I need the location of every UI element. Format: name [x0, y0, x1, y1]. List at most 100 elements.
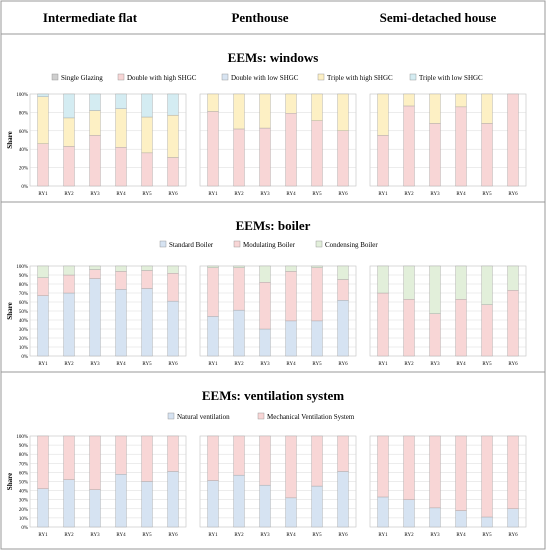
bar-segment-natural-ventilation-ry2: [63, 479, 75, 528]
bar-segment-mechanical-ventilation-system-ry2: [63, 435, 75, 480]
x-tick-label-ry5: RY5: [482, 192, 492, 197]
x-tick-label-ry2: RY2: [404, 362, 414, 367]
x-tick-label-ry6: RY6: [168, 362, 178, 367]
x-tick-label-ry4: RY4: [116, 362, 126, 367]
bar-segment-condensing-boiler-ry6: [507, 265, 519, 291]
bar-segment-modulating-boiler-ry4: [115, 271, 127, 290]
legend-swatch-natural-ventilation: [167, 412, 175, 420]
column-header-intermediate-flat: Intermediate flat: [43, 10, 138, 25]
chart-eems-boiler-intermediate-flat: 0% 10% 20% 30% 40% 50% 60% 70% 80% 90% 100% Share RY…: [6, 265, 187, 367]
y-tick-label: 20%: [19, 167, 28, 172]
bar-segment-mechanical-ventilation-system-ry2: [233, 435, 245, 476]
bar-segment-condensing-boiler-ry4: [285, 265, 297, 272]
bar-segment-condensing-boiler-ry5: [481, 265, 493, 305]
bar-segment-natural-ventilation-ry4: [285, 497, 297, 528]
y-tick-label: 10%: [19, 346, 28, 351]
bar-segment-mechanical-ventilation-system-ry2: [403, 435, 415, 500]
bar-segment-modulating-boiler-ry6: [167, 273, 179, 302]
bar-segment-condensing-boiler-ry2: [233, 265, 245, 268]
y-tick-label: 70%: [19, 462, 28, 467]
y-tick-label: 70%: [19, 292, 28, 297]
bar-segment-triple-with-high-shgc-ry6: [167, 114, 179, 158]
bar-segment-triple-with-high-shgc-ry2: [233, 93, 245, 130]
x-tick-label-ry3: RY3: [260, 192, 270, 197]
chart-eems-boiler-penthouse: RY1 RY2 RY3 RY4 RY5 RY6: [199, 265, 357, 367]
bar-segment-mechanical-ventilation-system-ry6: [337, 435, 349, 472]
bar-segment-triple-with-high-shgc-ry4: [285, 93, 297, 114]
x-tick-label-ry3: RY3: [260, 533, 270, 538]
plot-area: [29, 93, 187, 187]
x-tick-label-ry2: RY2: [404, 533, 414, 538]
bar-segment-double-with-high-shgc-ry4: [455, 106, 467, 187]
bar-segment-natural-ventilation-ry2: [403, 499, 415, 528]
bar-segment-double-with-high-shgc-ry6: [507, 93, 519, 187]
y-tick-label: 60%: [19, 130, 28, 135]
x-tick-label-ry3: RY3: [90, 192, 100, 197]
x-tick-label-ry1: RY1: [208, 192, 218, 197]
section-title-eems-ventilation-system: EEMs: ventilation system: [202, 388, 344, 403]
bar-segment-modulating-boiler-ry6: [337, 279, 349, 301]
bar-segment-natural-ventilation-ry5: [141, 481, 153, 528]
bar-segment-natural-ventilation-ry4: [115, 474, 127, 528]
bar-segment-double-with-high-shgc-ry5: [311, 120, 323, 187]
x-tick-label-ry1: RY1: [378, 533, 388, 538]
bar-segment-double-with-high-shgc-ry1: [37, 143, 49, 187]
x-tick-label-ry5: RY5: [312, 533, 322, 538]
y-tick-label: 0%: [21, 185, 28, 190]
x-tick-label-ry2: RY2: [64, 533, 74, 538]
bar-segment-modulating-boiler-ry6: [507, 290, 519, 357]
x-tick-label-ry2: RY2: [64, 192, 74, 197]
x-tick-label-ry4: RY4: [456, 362, 466, 367]
bar-segment-standard-boiler-ry1: [207, 316, 219, 357]
y-tick-label: 20%: [19, 337, 28, 342]
legend-label-natural-ventilation: Natural ventilation: [177, 413, 230, 421]
y-tick-label: 0%: [21, 526, 28, 531]
bar-segment-natural-ventilation-ry3: [259, 484, 271, 528]
bar-segment-condensing-boiler-ry6: [167, 265, 179, 274]
y-tick-label: 50%: [19, 481, 28, 486]
x-tick-label-ry5: RY5: [482, 362, 492, 367]
bar-segment-standard-boiler-ry1: [37, 295, 49, 357]
x-tick-label-ry6: RY6: [508, 533, 518, 538]
x-tick-label-ry2: RY2: [234, 533, 244, 538]
bar-segment-double-with-high-shgc-ry1: [377, 135, 389, 187]
x-tick-label-ry4: RY4: [286, 192, 296, 197]
y-tick-label: 80%: [19, 111, 28, 116]
column-header-semi-detached-house: Semi-detached house: [380, 10, 497, 25]
legend-swatch-standard-boiler: [159, 240, 167, 248]
bar-segment-triple-with-low-shgc-ry1: [37, 93, 49, 97]
bar-segment-triple-with-high-shgc-ry2: [403, 93, 415, 107]
x-tick-label-ry2: RY2: [64, 362, 74, 367]
bar-segment-natural-ventilation-ry1: [37, 488, 49, 528]
bar-segment-modulating-boiler-ry3: [259, 282, 271, 330]
bar-segment-condensing-boiler-ry5: [311, 265, 323, 268]
y-tick-label: 0%: [21, 355, 28, 360]
bar-segment-natural-ventilation-ry2: [233, 474, 245, 528]
x-tick-label-ry2: RY2: [404, 192, 414, 197]
y-tick-label: 30%: [19, 499, 28, 504]
legend-swatch-triple-with-high-shgc: [317, 73, 325, 81]
legend-label-double-with-low-shgc: Double with low SHGC: [231, 74, 299, 82]
y-tick-label: 40%: [19, 148, 28, 153]
legend-label-double-with-high-shgc: Double with high SHGC: [127, 74, 197, 82]
bar-segment-condensing-boiler-ry1: [207, 265, 219, 268]
bar-segment-condensing-boiler-ry6: [337, 265, 349, 280]
chart-eems-ventilation-system-penthouse: RY1 RY2 RY3 RY4 RY5 RY6: [199, 435, 357, 538]
x-tick-label-ry3: RY3: [260, 362, 270, 367]
bar-segment-modulating-boiler-ry3: [429, 313, 441, 357]
bar-segment-modulating-boiler-ry4: [285, 271, 297, 322]
chart-eems-windows-penthouse: RY1 RY2 RY3 RY4 RY5 RY6: [199, 93, 357, 197]
bar-segment-triple-with-high-shgc-ry1: [207, 93, 219, 112]
bar-segment-double-with-high-shgc-ry6: [337, 130, 349, 187]
chart-eems-ventilation-system-semi-detached-house: RY1 RY2 RY3 RY4 RY5 RY6: [369, 435, 527, 538]
y-tick-label: 30%: [19, 328, 28, 333]
x-tick-label-ry3: RY3: [90, 533, 100, 538]
bar-segment-condensing-boiler-ry4: [455, 265, 467, 300]
x-tick-label-ry4: RY4: [456, 533, 466, 538]
x-tick-label-ry4: RY4: [116, 192, 126, 197]
bar-segment-modulating-boiler-ry2: [403, 299, 415, 357]
legend-label-mechanical-ventilation-system: Mechanical Ventilation System: [267, 413, 355, 421]
bar-segment-double-with-high-shgc-ry1: [207, 111, 219, 187]
x-tick-label-ry6: RY6: [508, 192, 518, 197]
